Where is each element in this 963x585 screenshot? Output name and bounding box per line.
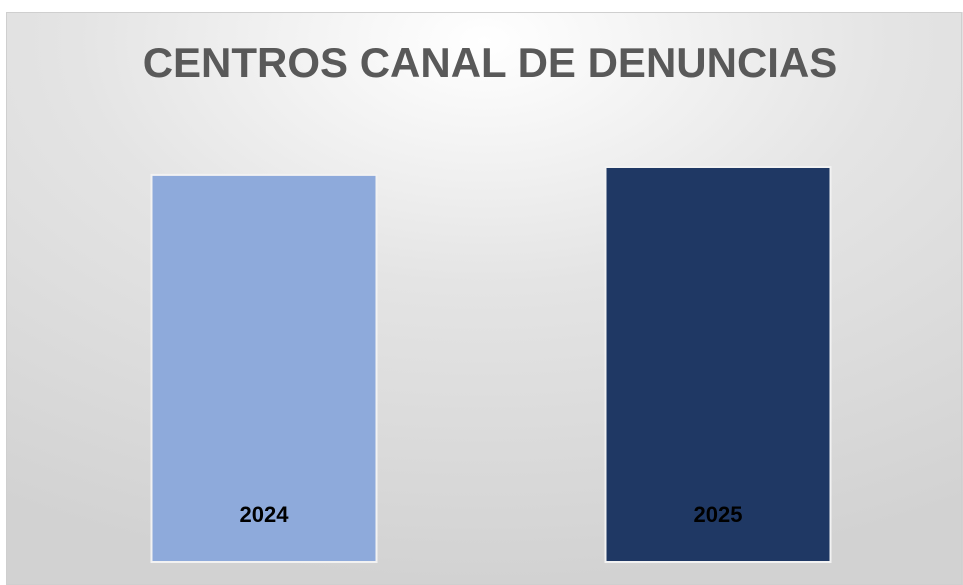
bar: [604, 166, 832, 563]
category-label: 2025: [694, 502, 743, 527]
bar: [150, 173, 378, 563]
chart-title: CENTROS CANAL DE DENUNCIAS: [143, 39, 838, 86]
category-label: 2024: [240, 502, 290, 527]
